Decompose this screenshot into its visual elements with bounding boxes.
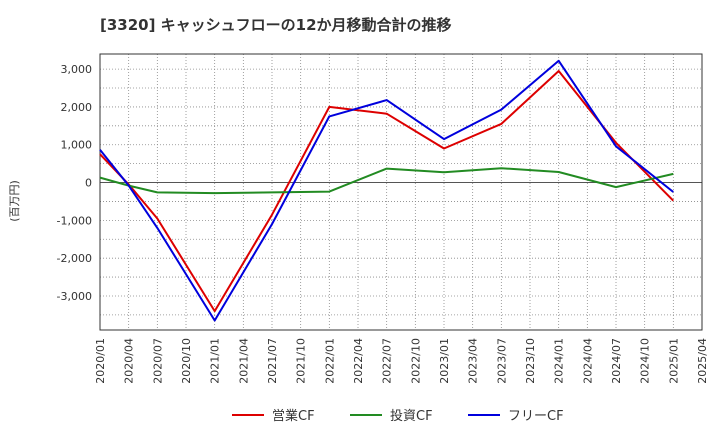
x-tick-label: 2025/04: [696, 338, 709, 384]
x-tick-label: 2023/01: [438, 338, 451, 384]
x-tick-label: 2021/07: [266, 338, 279, 384]
x-tick-label: 2020/04: [123, 338, 136, 384]
y-axis-label: (百万円): [8, 180, 21, 222]
x-tick-label: 2022/07: [381, 338, 394, 384]
legend-label: フリーCF: [508, 409, 564, 424]
y-tick-label: -1,000: [57, 214, 92, 227]
x-tick-label: 2024/10: [639, 338, 652, 384]
y-tick-label: 1,000: [61, 139, 93, 152]
y-tick-label: -2,000: [57, 252, 92, 265]
y-tick-label: -3,000: [57, 290, 92, 303]
y-tick-label: 2,000: [61, 101, 93, 114]
y-tick-labels: 3,000 2,000 1,000 0 -1,000 -2,000 -3,000: [57, 63, 92, 303]
legend-label: 営業CF: [272, 408, 315, 424]
axes: [99, 53, 703, 331]
x-tick-label: 2022/10: [409, 338, 422, 384]
x-tick-label: 2021/10: [295, 338, 308, 384]
x-tick-label: 2025/01: [667, 338, 680, 384]
x-tick-label: 2024/07: [610, 338, 623, 384]
series-lines: [99, 59, 675, 322]
x-tick-label: 2023/07: [495, 338, 508, 384]
series-line: [99, 70, 675, 313]
y-tick-label: 3,000: [61, 63, 93, 76]
x-tick-label: 2021/04: [237, 338, 250, 384]
x-tick-label: 2024/01: [553, 338, 566, 384]
x-tick-label: 2022/04: [352, 338, 365, 384]
x-tick-label: 2022/01: [323, 338, 336, 384]
x-tick-label: 2020/07: [151, 338, 164, 384]
y-tick-label: 0: [85, 177, 92, 190]
x-tick-label: 2020/01: [94, 338, 107, 384]
x-tick-label: 2021/01: [209, 338, 222, 384]
legend-label: 投資CF: [390, 408, 433, 424]
x-tick-label: 2020/10: [180, 338, 193, 384]
series-line: [99, 167, 674, 195]
x-tick-labels: 2020/01 2020/04 2020/07 2020/10 2021/01 2021/…: [94, 338, 709, 384]
series-line: [99, 59, 674, 322]
chart-title: [3320] キャッシュフローの12か月移動合計の推移: [100, 16, 452, 34]
x-tick-label: 2023/10: [524, 338, 537, 384]
plot-frame: [99, 53, 703, 331]
x-tick-label: 2024/04: [581, 338, 594, 384]
x-tick-label: 2023/04: [467, 338, 480, 384]
legend: 営業CF 投資CF フリーCF: [232, 408, 564, 424]
